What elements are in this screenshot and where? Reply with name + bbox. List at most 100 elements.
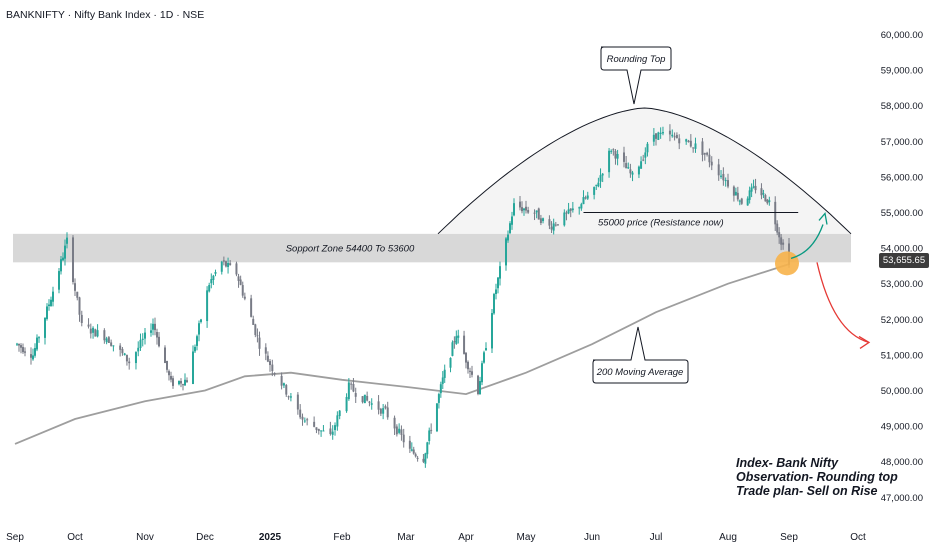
candle-body	[507, 234, 509, 241]
support-zone: Sopport Zone 54400 To 53600	[13, 233, 851, 263]
candle-body	[76, 291, 79, 298]
candle-body	[398, 428, 401, 433]
candle-body	[184, 379, 186, 386]
candle-body	[608, 150, 611, 173]
candle-body	[537, 208, 540, 220]
candle-body	[746, 198, 749, 206]
candle-body	[128, 361, 131, 364]
candle-body	[497, 277, 499, 289]
candle-body	[299, 409, 302, 418]
chart-header: BANKNIFTY · Nifty Bank Index · 1D · NSE	[6, 9, 205, 21]
candle-body	[414, 454, 417, 457]
y-tick-label: 53,000.00	[881, 279, 923, 290]
last-price-label: 53,655.65	[879, 253, 929, 268]
candle-body	[166, 360, 168, 370]
candle-body	[776, 223, 779, 233]
candles	[16, 124, 790, 468]
candle-body	[264, 347, 267, 354]
candle-body	[748, 190, 751, 200]
candle-body	[623, 152, 625, 162]
candle-body	[657, 132, 660, 140]
candle-body	[182, 384, 184, 386]
y-tick-label: 49,000.00	[881, 422, 923, 433]
candle-body	[567, 209, 570, 214]
candle-body	[289, 396, 292, 398]
candle-body	[107, 337, 110, 343]
candle-body	[80, 314, 83, 323]
rounding-top-curve	[437, 107, 852, 235]
candle-body	[125, 354, 128, 362]
candle-body	[483, 352, 485, 363]
candle-body	[463, 335, 466, 354]
candle-body	[20, 345, 22, 348]
candle-body	[778, 232, 781, 238]
candle-body	[50, 299, 52, 307]
candle-body	[119, 345, 122, 350]
candle-body	[762, 193, 765, 195]
candle-body	[315, 427, 318, 430]
candle-body	[774, 201, 777, 225]
x-tick-label: Feb	[333, 532, 351, 543]
candle-body	[58, 271, 60, 290]
support-zone-label: Sopport Zone 54400 To 53600	[286, 244, 415, 255]
candle-body	[614, 150, 617, 159]
candle-body	[768, 200, 771, 203]
candle-body	[345, 396, 348, 412]
candle-body	[366, 395, 369, 401]
candle-body	[269, 361, 271, 365]
candle-body	[661, 132, 664, 134]
candle-body	[637, 166, 640, 175]
candle-body	[206, 290, 209, 322]
candle-body	[710, 161, 713, 166]
y-tick-label: 60,000.00	[881, 30, 923, 41]
candle-body	[250, 298, 253, 317]
note-trade-plan: Trade plan- Sell on Rise	[736, 484, 878, 498]
candle-body	[237, 276, 240, 281]
candle-body	[198, 323, 200, 335]
candle-body	[424, 453, 427, 464]
candle-body	[631, 172, 634, 175]
candle-body	[465, 352, 467, 363]
candle-body	[144, 332, 146, 339]
support-zone-band	[13, 233, 851, 263]
candle-body	[533, 212, 536, 214]
x-tick-label: Oct	[67, 532, 83, 543]
candle-body	[320, 430, 323, 432]
note-observation: Observation- Rounding top	[736, 470, 898, 484]
candle-body	[511, 216, 513, 225]
candle-body	[235, 263, 238, 275]
x-tick-label: Oct	[850, 532, 866, 543]
candle-body	[306, 419, 309, 421]
y-axis: 60,000.00 59,000.00 58,000.00 57,000.00 56,0…	[881, 30, 923, 504]
candle-body	[692, 147, 695, 149]
candle-body	[416, 457, 419, 459]
candle-body	[675, 134, 678, 139]
y-tick-label: 47,000.00	[881, 493, 923, 504]
candle-body	[243, 296, 246, 299]
price-highlight-circle	[775, 251, 799, 276]
candle-body	[379, 408, 382, 414]
candle-body	[734, 191, 737, 196]
candle-body	[152, 323, 154, 330]
candle-body	[110, 342, 113, 346]
candle-body	[491, 313, 493, 349]
candle-body	[593, 187, 596, 195]
rounding-top-callout-label: Rounding Top	[607, 54, 666, 65]
arrow-down-head	[858, 335, 871, 349]
candle-body	[210, 279, 213, 284]
ma-callout-box	[592, 326, 689, 384]
candle-body	[402, 434, 405, 443]
candle-body	[352, 384, 355, 392]
candle-body	[38, 337, 40, 339]
candle-body	[467, 361, 469, 370]
candle-body	[254, 324, 257, 335]
candle-body	[393, 417, 396, 429]
candle-body	[252, 318, 255, 325]
rounding-top-arc	[437, 107, 852, 235]
candle-body	[134, 352, 137, 364]
candle-body	[280, 375, 283, 386]
candle-body	[509, 223, 511, 234]
y-tick-label: 59,000.00	[881, 66, 923, 77]
candle-body	[659, 132, 662, 134]
